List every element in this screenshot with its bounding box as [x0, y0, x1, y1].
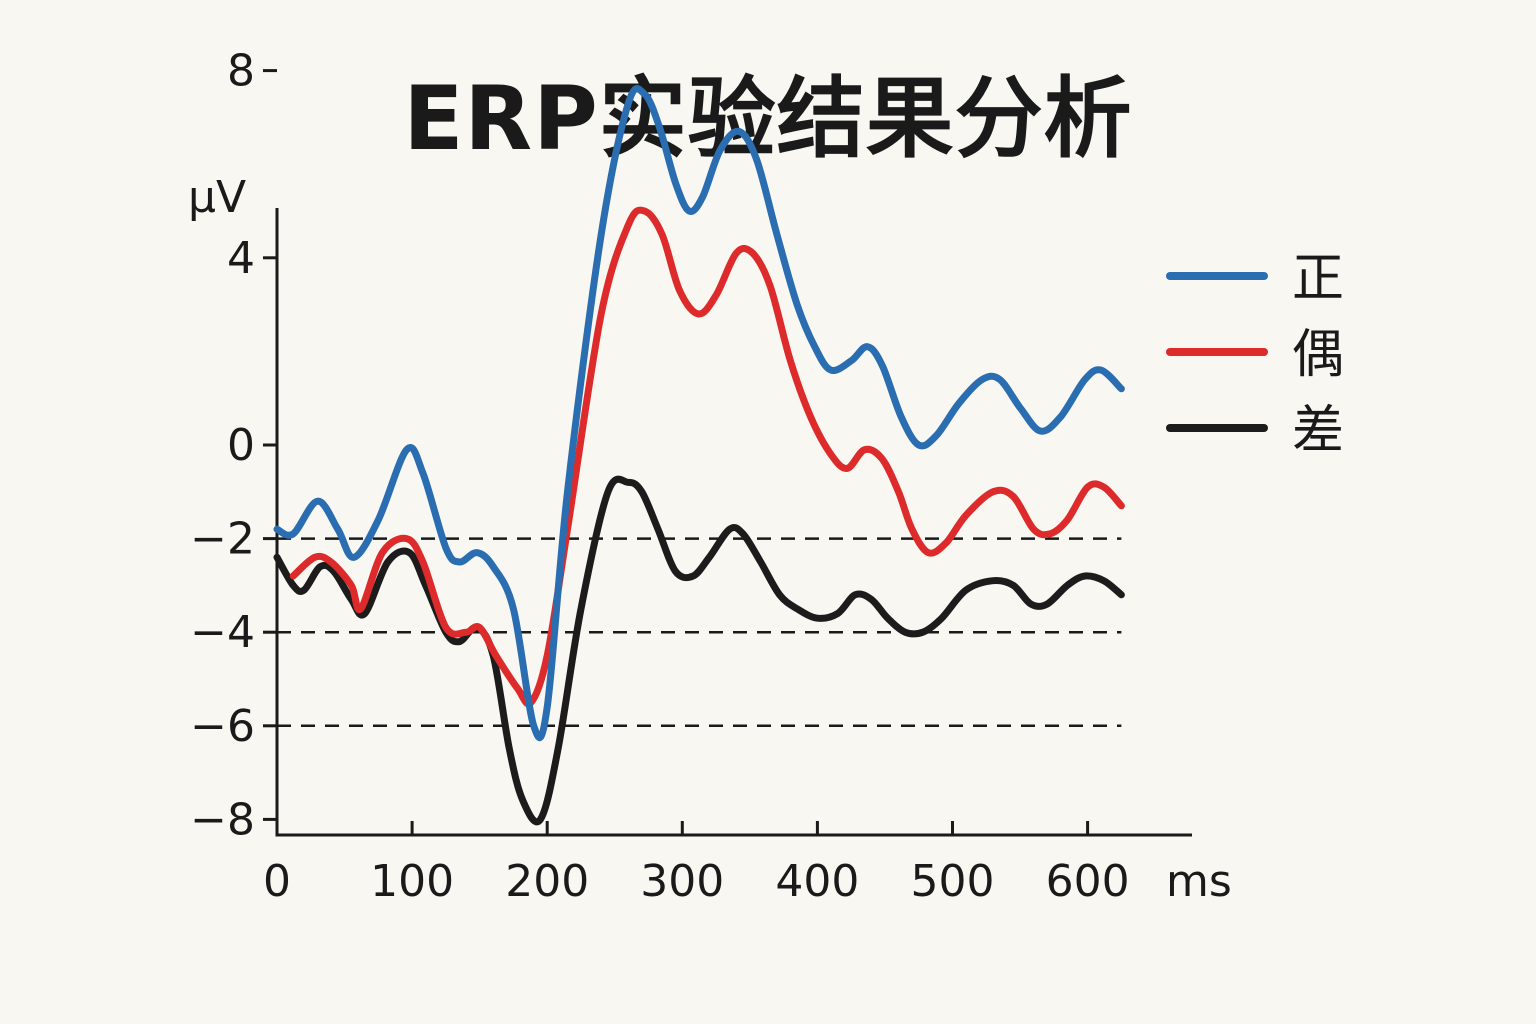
x-tick-label: 0	[263, 856, 291, 907]
x-tick-label: 400	[775, 856, 859, 907]
x-axis-label: ms	[1166, 856, 1232, 907]
legend-label-1: 正	[1292, 249, 1344, 309]
x-tick-label: 200	[505, 856, 589, 907]
y-tick-label: −2	[190, 514, 255, 565]
y-tick-label: −4	[190, 607, 255, 658]
x-tick-label: 500	[911, 856, 995, 907]
x-tick-label: 300	[640, 856, 724, 907]
y-tick-label: −8	[190, 794, 255, 845]
legend-label-3: 差	[1292, 401, 1344, 461]
y-axis-label: μV	[188, 172, 246, 223]
legend-label-2: 偶	[1292, 325, 1344, 385]
x-tick-label: 600	[1046, 856, 1130, 907]
y-tick-label: 8	[227, 46, 255, 97]
series-line-2	[289, 206, 1125, 708]
y-tick-label: −6	[190, 701, 255, 752]
y-tick-label: 4	[227, 233, 255, 284]
chart-title: ERP实验结果分析	[403, 67, 1133, 170]
x-tick-label: 100	[370, 856, 454, 907]
series-line-3	[273, 475, 1125, 826]
series-line-1	[273, 84, 1125, 741]
y-tick-label: 0	[227, 420, 255, 471]
